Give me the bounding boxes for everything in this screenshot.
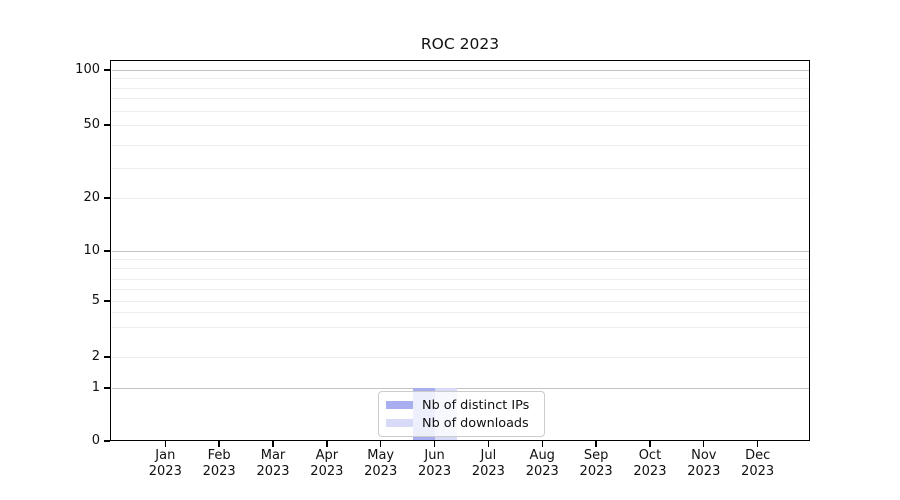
y-tick-label: 2 [91,349,100,364]
x-tick-year: 2023 [256,464,290,479]
x-tick-mark [164,441,166,447]
x-tick-month: Dec [745,448,771,463]
y-tick-mark [104,250,110,252]
x-tick-label-jun: Jun 2023 [405,448,465,480]
x-tick-mark [487,441,490,447]
y-tick-mark [104,69,110,71]
x-tick-month: Feb [207,448,231,463]
gridline-major [112,70,809,71]
gridline-minor [112,289,809,290]
x-tick-year: 2023 [687,464,721,479]
y-tick-label: 100 [75,62,100,77]
x-tick-year: 2023 [525,464,559,479]
y-tick-label: 10 [83,243,100,258]
y-tick-label: 20 [83,190,100,205]
legend: Nb of distinct IPs Nb of downloads [378,391,545,437]
y-tick-mark [104,387,110,389]
x-tick-label-apr: Apr 2023 [297,448,357,480]
y-tick-label: 5 [91,293,100,308]
x-tick-label-mar: Mar 2023 [243,448,303,480]
gridline-minor [112,125,809,126]
x-tick-label-may: May 2023 [351,448,411,480]
y-tick-label: 50 [83,117,100,132]
legend-swatch-icon [386,419,413,427]
x-tick-label-nov: Nov 2023 [674,448,734,480]
x-tick-mark [756,441,759,447]
gridline-minor [112,312,809,313]
x-tick-label-oct: Oct 2023 [620,448,680,480]
y-tick-label: 0 [91,433,100,448]
x-tick-label-sep: Sep 2023 [566,448,626,480]
legend-item-downloads: Nb of downloads [386,416,537,431]
y-tick-mark [104,300,110,302]
x-tick-mark [433,441,436,447]
y-tick-mark [104,124,110,126]
y-tick-mark [104,440,110,442]
x-tick-month: Aug [529,448,555,463]
y-tick-mark [104,356,110,358]
x-tick-mark [380,441,382,447]
x-tick-mark [649,441,651,447]
gridline-major [112,388,809,389]
y-tick-mark [104,197,110,199]
gridline-minor [112,268,809,269]
x-tick-month: Jun [424,448,445,463]
x-tick-month: Nov [691,448,717,463]
gridline-minor [112,301,809,302]
x-tick-month: Apr [315,448,339,463]
gridline-minor [112,357,809,358]
x-tick-year: 2023 [471,464,505,479]
x-tick-label-aug: Aug 2023 [512,448,572,480]
gridline-minor [112,327,809,328]
x-tick-year: 2023 [364,464,398,479]
x-tick-month: Jul [480,448,497,463]
x-tick-month: Jan [155,448,176,463]
gridline-minor [112,98,809,99]
gridline-major [112,251,809,252]
x-tick-year: 2023 [579,464,613,479]
y-tick-label: 1 [91,380,100,395]
chart-title: ROC 2023 [420,35,500,53]
gridline-minor [112,78,809,79]
x-tick-label-dec: Dec 2023 [728,448,788,480]
gridline-minor [112,279,809,280]
legend-swatch-icon [386,401,413,409]
gridline-minor [112,111,809,112]
x-tick-year: 2023 [310,464,344,479]
legend-label: Nb of distinct IPs [422,397,530,413]
x-tick-month: Oct [638,448,662,463]
x-tick-mark [326,441,328,447]
x-tick-mark [703,441,705,447]
x-tick-month: May [367,448,395,463]
gridline-minor [112,145,809,146]
x-tick-year: 2023 [633,464,667,479]
x-tick-month: Mar [260,448,286,463]
legend-item-distinct-ips: Nb of distinct IPs [386,398,537,413]
x-tick-year: 2023 [202,464,236,479]
x-tick-year: 2023 [741,464,775,479]
gridline-minor [112,168,809,169]
gridline-minor [112,259,809,260]
x-tick-year: 2023 [148,464,182,479]
x-tick-mark [541,441,543,447]
x-tick-label-jan: Jan 2023 [135,448,195,480]
x-tick-mark [218,441,220,447]
x-tick-label-feb: Feb 2023 [189,448,249,480]
x-tick-year: 2023 [418,464,452,479]
legend-label: Nb of downloads [422,415,529,431]
x-tick-mark [272,441,274,447]
x-tick-mark [595,441,597,447]
x-tick-month: Sep [583,448,609,463]
gridline-minor [112,198,809,199]
gridline-minor [112,88,809,89]
x-tick-label-jul: Jul 2023 [458,448,518,480]
